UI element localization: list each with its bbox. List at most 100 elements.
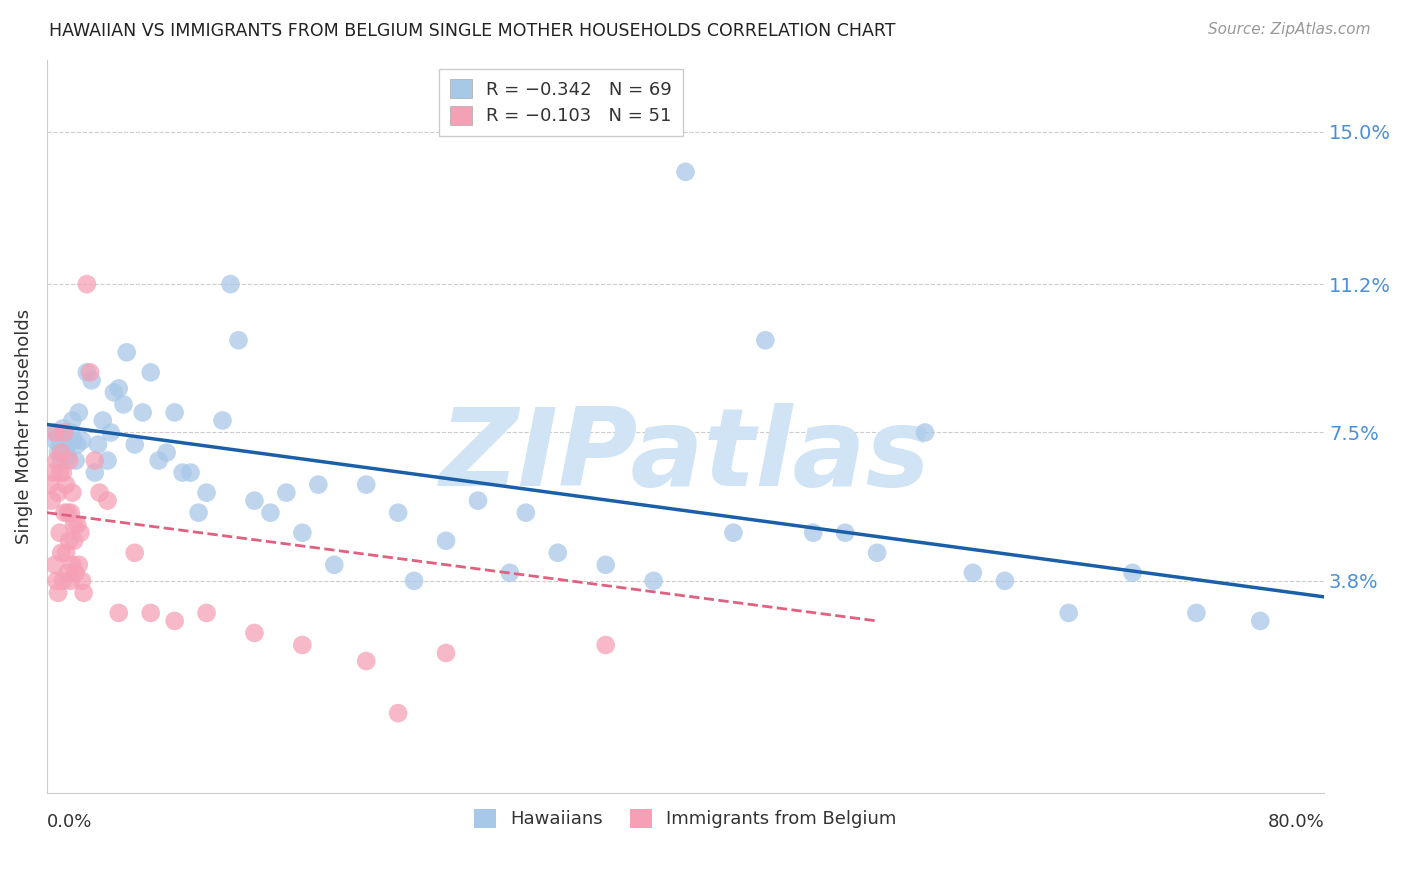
Point <box>45 574 67 588</box>
Point <box>387 506 409 520</box>
Point <box>45 453 67 467</box>
Point <box>44 558 66 572</box>
Point <box>59 574 82 588</box>
Point <box>801 525 824 540</box>
Point <box>723 525 745 540</box>
Point <box>434 646 457 660</box>
Point <box>307 477 329 491</box>
Text: ZIPatlas: ZIPatlas <box>440 403 931 508</box>
Point <box>291 638 314 652</box>
Point <box>76 365 98 379</box>
Point <box>65 453 87 467</box>
Point <box>48 525 70 540</box>
Point <box>63 533 86 548</box>
Point <box>675 165 697 179</box>
Point <box>83 466 105 480</box>
Point <box>55 442 77 456</box>
Point <box>914 425 936 440</box>
Point <box>44 425 66 440</box>
Point <box>96 493 118 508</box>
Point <box>52 574 75 588</box>
Point <box>276 485 298 500</box>
Point <box>163 614 186 628</box>
Point <box>547 546 569 560</box>
Point <box>62 485 84 500</box>
Point <box>148 453 170 467</box>
Point <box>80 373 103 387</box>
Point <box>195 606 218 620</box>
Point <box>46 586 69 600</box>
Text: Source: ZipAtlas.com: Source: ZipAtlas.com <box>1208 22 1371 37</box>
Point <box>195 485 218 500</box>
Point <box>243 626 266 640</box>
Point <box>156 445 179 459</box>
Point <box>76 277 98 292</box>
Point <box>172 466 194 480</box>
Point <box>87 437 110 451</box>
Point <box>595 558 617 572</box>
Point <box>45 425 67 440</box>
Point <box>96 453 118 467</box>
Point <box>70 434 93 448</box>
Point <box>56 506 79 520</box>
Point <box>499 566 522 580</box>
Point <box>51 453 73 467</box>
Point <box>66 437 89 451</box>
Point <box>387 706 409 721</box>
Point <box>124 437 146 451</box>
Point <box>107 381 129 395</box>
Point <box>48 466 70 480</box>
Point <box>56 450 79 464</box>
Point <box>163 405 186 419</box>
Point <box>115 345 138 359</box>
Point <box>46 445 69 459</box>
Text: 80.0%: 80.0% <box>1267 814 1324 831</box>
Point <box>58 533 80 548</box>
Point <box>643 574 665 588</box>
Point <box>55 477 77 491</box>
Point <box>100 425 122 440</box>
Point <box>515 506 537 520</box>
Point <box>595 638 617 652</box>
Point <box>42 466 65 480</box>
Point <box>53 506 76 520</box>
Point <box>187 506 209 520</box>
Point <box>63 517 86 532</box>
Point <box>211 413 233 427</box>
Point <box>62 558 84 572</box>
Text: 0.0%: 0.0% <box>46 814 93 831</box>
Legend: Hawaiians, Immigrants from Belgium: Hawaiians, Immigrants from Belgium <box>467 802 904 836</box>
Point <box>69 525 91 540</box>
Point <box>962 566 984 580</box>
Point <box>404 574 426 588</box>
Point <box>112 397 135 411</box>
Y-axis label: Single Mother Households: Single Mother Households <box>15 309 32 544</box>
Point <box>66 517 89 532</box>
Point <box>180 466 202 480</box>
Point <box>434 533 457 548</box>
Point <box>467 493 489 508</box>
Point <box>131 405 153 419</box>
Point <box>754 333 776 347</box>
Point <box>58 453 80 467</box>
Point <box>866 546 889 560</box>
Point <box>59 425 82 440</box>
Point <box>59 506 82 520</box>
Point <box>107 606 129 620</box>
Point <box>70 574 93 588</box>
Point <box>219 277 242 292</box>
Point <box>44 434 66 448</box>
Point <box>65 566 87 580</box>
Point <box>63 434 86 448</box>
Point <box>62 413 84 427</box>
Point <box>834 525 856 540</box>
Point <box>103 385 125 400</box>
Point <box>354 654 377 668</box>
Point <box>53 429 76 443</box>
Point <box>41 493 63 508</box>
Point <box>1249 614 1271 628</box>
Point <box>52 421 75 435</box>
Point <box>139 365 162 379</box>
Point <box>52 466 75 480</box>
Point <box>291 525 314 540</box>
